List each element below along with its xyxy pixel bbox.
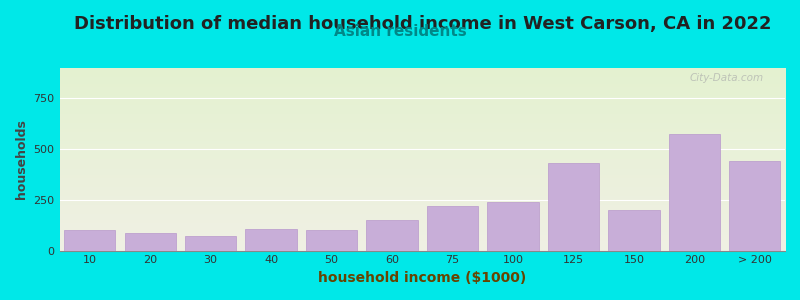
Text: City-Data.com: City-Data.com — [689, 74, 763, 83]
Bar — [729, 161, 781, 250]
Bar — [125, 233, 176, 250]
Bar — [427, 206, 478, 250]
Y-axis label: households: households — [15, 119, 28, 199]
Bar — [246, 229, 297, 250]
X-axis label: household income ($1000): household income ($1000) — [318, 271, 526, 285]
Text: Asian residents: Asian residents — [334, 24, 466, 39]
Bar — [64, 230, 115, 250]
Bar — [487, 202, 538, 250]
Bar — [669, 134, 720, 250]
Bar — [366, 220, 418, 250]
Bar — [608, 210, 659, 250]
Bar — [185, 236, 236, 250]
Bar — [548, 163, 599, 250]
Title: Distribution of median household income in West Carson, CA in 2022: Distribution of median household income … — [74, 15, 771, 33]
Bar — [306, 230, 358, 250]
